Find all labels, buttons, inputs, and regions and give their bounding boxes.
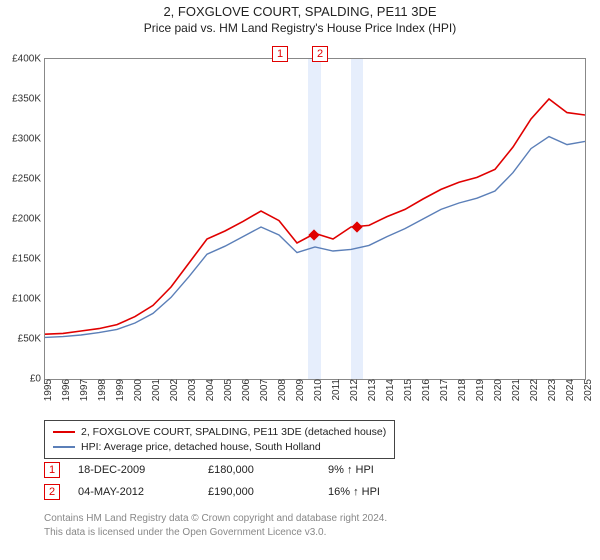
sale-footer-row: 2 04-MAY-2012£190,00016% ↑ HPI	[44, 484, 582, 500]
y-axis-tick: £200K	[12, 214, 45, 225]
x-axis-tick: 2006	[239, 379, 252, 401]
sale-footer-badge: 2	[44, 484, 60, 500]
chart-subtitle: Price paid vs. HM Land Registry's House …	[0, 21, 600, 35]
y-axis-tick: £150K	[12, 254, 45, 265]
y-axis-tick: £50K	[18, 334, 45, 345]
chart-svg	[45, 59, 585, 379]
sale-footer-rows: 1 18-DEC-2009£180,0009% ↑ HPI 2 04-MAY-2012…	[44, 462, 582, 506]
legend-swatch	[53, 446, 75, 448]
x-axis-tick: 2019	[473, 379, 486, 401]
legend-item: HPI: Average price, detached house, Sout…	[53, 440, 386, 455]
legend-item: 2, FOXGLOVE COURT, SPALDING, PE11 3DE (d…	[53, 425, 386, 440]
legend-label: 2, FOXGLOVE COURT, SPALDING, PE11 3DE (d…	[81, 425, 386, 440]
x-axis-tick: 2004	[203, 379, 216, 401]
x-axis-tick: 1996	[59, 379, 72, 401]
x-axis-tick: 2015	[401, 379, 414, 401]
x-axis-tick: 2005	[221, 379, 234, 401]
x-axis-tick: 2001	[149, 379, 162, 401]
attribution-line-2: This data is licensed under the Open Gov…	[44, 526, 582, 540]
x-axis-tick: 2020	[491, 379, 504, 401]
sale-price: £180,000	[208, 464, 328, 476]
x-axis-tick: 2010	[311, 379, 324, 401]
x-axis-tick: 2008	[275, 379, 288, 401]
y-axis-tick: £300K	[12, 134, 45, 145]
x-axis-tick: 2024	[563, 379, 576, 401]
sale-date: 04-MAY-2012	[78, 486, 208, 498]
x-axis-tick: 1999	[113, 379, 126, 401]
x-axis-tick: 2021	[509, 379, 522, 401]
y-axis-tick: £250K	[12, 174, 45, 185]
chart-title: 2, FOXGLOVE COURT, SPALDING, PE11 3DE	[0, 4, 600, 19]
sale-badge: 2	[312, 46, 328, 62]
x-axis-tick: 2017	[437, 379, 450, 401]
chart-plot-area: £0£50K£100K£150K£200K£250K£300K£350K£400…	[44, 58, 586, 380]
x-axis-tick: 2011	[329, 379, 342, 401]
x-axis-tick: 1998	[95, 379, 108, 401]
sale-price: £190,000	[208, 486, 328, 498]
sale-delta: 16% ↑ HPI	[328, 486, 380, 498]
sale-footer-row: 1 18-DEC-2009£180,0009% ↑ HPI	[44, 462, 582, 478]
legend-label: HPI: Average price, detached house, Sout…	[81, 440, 321, 455]
x-axis-tick: 1997	[77, 379, 90, 401]
x-axis-tick: 2025	[581, 379, 594, 401]
x-axis-tick: 2009	[293, 379, 306, 401]
x-axis-tick: 2012	[347, 379, 360, 401]
x-axis-tick: 2002	[167, 379, 180, 401]
x-axis-tick: 2016	[419, 379, 432, 401]
x-axis-tick: 2018	[455, 379, 468, 401]
x-axis-tick: 2022	[527, 379, 540, 401]
sale-badges-top: 12	[0, 46, 600, 62]
sale-delta: 9% ↑ HPI	[328, 464, 374, 476]
x-axis-tick: 2007	[257, 379, 270, 401]
legend: 2, FOXGLOVE COURT, SPALDING, PE11 3DE (d…	[44, 420, 395, 459]
x-axis-tick: 1995	[41, 379, 54, 401]
sale-date: 18-DEC-2009	[78, 464, 208, 476]
x-axis-tick: 2000	[131, 379, 144, 401]
sale-footer-badge: 1	[44, 462, 60, 478]
attribution-line-1: Contains HM Land Registry data © Crown c…	[44, 512, 582, 526]
x-axis-tick: 2003	[185, 379, 198, 401]
sale-badge: 1	[272, 46, 288, 62]
series-line	[45, 99, 585, 334]
attribution: Contains HM Land Registry data © Crown c…	[44, 512, 582, 539]
x-axis-tick: 2023	[545, 379, 558, 401]
legend-swatch	[53, 431, 75, 433]
y-axis-tick: £350K	[12, 94, 45, 105]
x-axis-tick: 2013	[365, 379, 378, 401]
y-axis-tick: £100K	[12, 294, 45, 305]
x-axis-tick: 2014	[383, 379, 396, 401]
